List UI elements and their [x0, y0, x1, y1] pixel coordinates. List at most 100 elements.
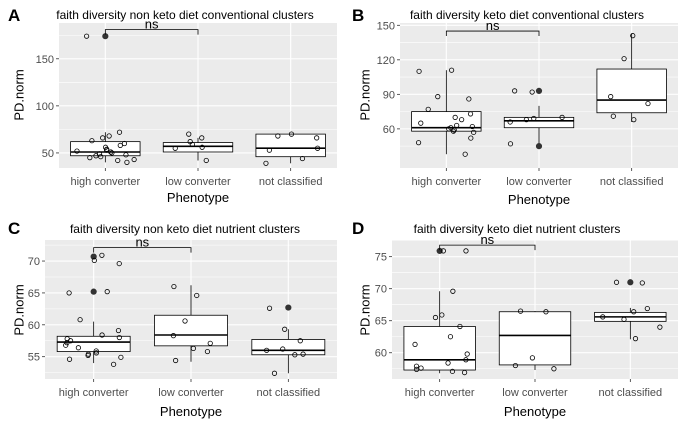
- data-point: [204, 348, 211, 355]
- data-point: [111, 361, 117, 367]
- data-point: [93, 153, 99, 159]
- outlier-point: [90, 288, 97, 295]
- x-tick-label: not classified: [599, 387, 663, 399]
- data-point: [199, 135, 205, 141]
- data-point: [439, 312, 445, 318]
- x-axis-label: Phenotype: [508, 192, 570, 207]
- data-point: [529, 355, 536, 361]
- data-point: [512, 88, 518, 94]
- panel-a: ns 50 100 150 high converter low converter not…: [8, 6, 337, 205]
- data-point: [271, 370, 278, 376]
- y-axis-label: PD.norm: [12, 69, 27, 120]
- panel-c: ns 55 60 65 70 high converter low converter not…: [8, 219, 337, 419]
- data-point: [413, 366, 420, 372]
- data-point: [461, 369, 468, 376]
- box-not-classified: [251, 339, 326, 356]
- data-point: [186, 131, 192, 137]
- data-point: [621, 56, 627, 62]
- data-point: [203, 157, 209, 164]
- data-point: [600, 314, 606, 320]
- data-point: [471, 129, 477, 135]
- data-point: [75, 345, 81, 351]
- data-point: [282, 326, 288, 332]
- panel-title: faith diversity non keto diet nutrient c…: [70, 222, 300, 236]
- data-point: [116, 334, 122, 341]
- significance-label: ns: [486, 18, 500, 33]
- x-tick-label: high converter: [59, 387, 129, 399]
- data-point: [173, 357, 179, 364]
- data-point: [91, 257, 97, 264]
- data-point: [280, 346, 286, 352]
- y-tick-label: 90: [383, 89, 395, 101]
- x-tick-label: low converter: [506, 176, 572, 188]
- data-point: [466, 96, 472, 102]
- data-point: [448, 67, 455, 73]
- outlier-point: [535, 143, 543, 150]
- data-point: [189, 141, 195, 148]
- panel-title: faith diversity keto diet conventional c…: [410, 8, 644, 22]
- data-point: [314, 135, 320, 141]
- data-point: [74, 148, 80, 154]
- data-point: [630, 33, 636, 39]
- significance-label: ns: [145, 17, 159, 32]
- data-point: [413, 363, 420, 369]
- outlier-point: [90, 253, 97, 260]
- data-point: [199, 144, 205, 150]
- data-point: [87, 155, 93, 161]
- y-axis-label: PD.norm: [358, 69, 373, 120]
- data-point: [412, 341, 418, 348]
- significance-label: ns: [135, 235, 149, 250]
- data-point: [632, 336, 639, 342]
- data-point: [425, 106, 431, 112]
- data-point: [608, 94, 614, 100]
- significance-bracket: [445, 30, 540, 37]
- data-point: [115, 157, 121, 164]
- data-point: [64, 340, 70, 346]
- significance-bracket: [104, 29, 199, 35]
- box-high-converter: [411, 111, 482, 132]
- data-point: [292, 352, 298, 358]
- x-tick-label: high converter: [70, 176, 140, 188]
- data-point: [172, 145, 178, 151]
- data-point: [452, 114, 458, 120]
- outlier-point: [627, 279, 634, 286]
- data-point: [124, 159, 130, 165]
- outlier-point: [285, 304, 292, 311]
- data-point: [300, 351, 306, 357]
- box-low-converter: [503, 116, 575, 129]
- data-point: [190, 345, 196, 351]
- data-point: [116, 260, 122, 267]
- y-tick-label: 60: [28, 320, 40, 332]
- data-point: [459, 117, 465, 123]
- x-tick-label: low converter: [502, 387, 568, 399]
- data-point: [450, 288, 456, 294]
- panel-b: ns 60 90 120 150 high converter low converter n…: [352, 6, 678, 207]
- data-point: [507, 141, 514, 147]
- x-tick-label: not classified: [259, 176, 323, 188]
- data-point: [529, 89, 535, 95]
- data-point: [99, 252, 105, 258]
- data-point: [523, 117, 529, 123]
- data-point: [415, 140, 422, 146]
- data-point: [543, 309, 549, 315]
- box-not-classified: [596, 68, 667, 114]
- data-point: [207, 340, 213, 346]
- data-point: [170, 333, 177, 339]
- data-point: [182, 318, 188, 324]
- data-point: [66, 356, 73, 362]
- data-point: [77, 317, 83, 323]
- box-high-converter: [56, 335, 131, 352]
- data-point: [462, 151, 468, 157]
- box-low-converter: [498, 311, 572, 366]
- data-point: [418, 365, 424, 371]
- panel-letter: C: [8, 219, 20, 238]
- box-low-converter: [154, 314, 228, 347]
- data-point: [454, 122, 460, 129]
- data-point: [104, 147, 110, 153]
- data-point: [435, 94, 441, 100]
- data-point: [314, 145, 321, 151]
- data-point: [266, 305, 273, 311]
- data-point: [288, 131, 295, 137]
- y-tick-label: 150: [36, 54, 54, 66]
